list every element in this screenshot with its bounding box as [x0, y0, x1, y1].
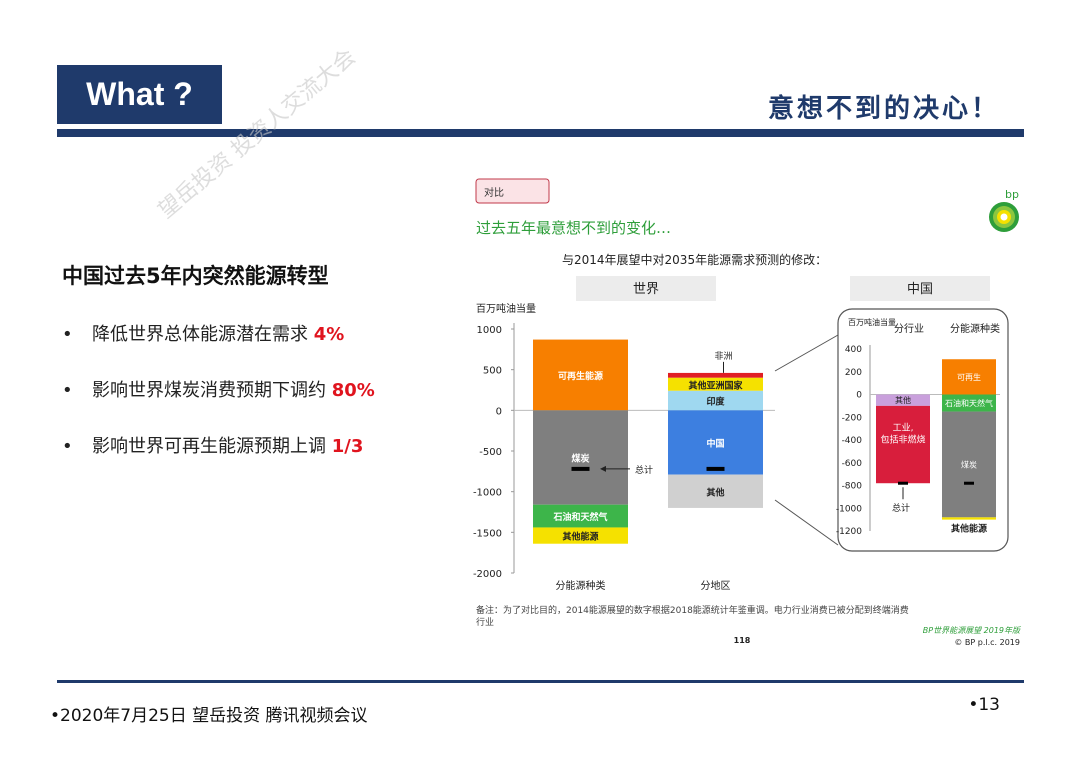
china-y-tick-label: -800: [842, 482, 863, 492]
china-bar-segment: [942, 359, 996, 395]
world-bar-segment: [668, 474, 763, 508]
china-bar-label: 其他: [895, 395, 911, 405]
world-bar-segment: [533, 410, 628, 505]
world-x-category-label: 分地区: [701, 579, 731, 592]
china-bar-label: 煤炭: [961, 459, 977, 469]
bp-text: bp: [1005, 188, 1019, 201]
slide-title: What ?: [86, 76, 193, 112]
china-bar-label: 石油和天然气: [945, 398, 993, 408]
world-bar-segment: [668, 372, 763, 378]
china-total-label: 总计: [892, 502, 910, 514]
panel-world-box: [576, 276, 716, 301]
slogan: 意想不到的决心！: [767, 94, 1000, 124]
world-bar-segment: [533, 504, 628, 528]
world-bar-segment: [668, 377, 763, 391]
world-bar-label: 其他能源: [562, 531, 598, 543]
world-bar-segment: [533, 339, 628, 411]
world-y-tick-label: 1000: [477, 325, 502, 336]
china-bar-segment: [942, 394, 996, 412]
figure-note-line1: 备注：为了对比目的，2014能源展望的数字根据2018能源统计年鉴重调。电力行业…: [476, 604, 909, 616]
page-number: •13: [968, 695, 1000, 715]
bp-figure: 对比 bp 过去五年最意想不到的变化… 与2014年展望中对2035年能源需求预…: [473, 178, 1022, 647]
bullet-1-text: 降低世界总体能源潜在需求: [92, 324, 314, 345]
china-y-tick-label: -1200: [836, 527, 862, 537]
china-bar-segment: [876, 405, 930, 484]
bullet-2-text: 影响世界煤炭消费预期下调约: [92, 380, 332, 401]
header-rule: [57, 129, 1024, 137]
panel-world-label: 世界: [633, 282, 659, 297]
bullet-2-highlight: 80%: [331, 380, 375, 401]
bullet-3-highlight: 1/3: [331, 436, 364, 457]
china-bar-segment: [942, 517, 996, 520]
china-bar-label: 可再生: [957, 372, 981, 382]
world-bar-label: 其他亚洲国家: [688, 379, 743, 391]
bullet-1-highlight: 4%: [313, 324, 345, 345]
china-chart: 百万吨油当量 400 200 0 -200 -400 -600 -800 -1000 -1200 分…: [774, 308, 1009, 552]
world-y-tick-label: 500: [483, 366, 502, 377]
world-bar-segment: [533, 527, 628, 544]
china-bar-label: 其他能源: [951, 523, 987, 535]
world-bar-label: 其他: [706, 486, 724, 498]
china-y-tick-label: 400: [845, 345, 862, 355]
panel-china-box: [850, 276, 990, 301]
world-chart: 百万吨油当量 1000 500 0 -500 -1000 -1500 -2000 分能源种类 分地…: [473, 302, 775, 592]
world-y-tick-label: -2000: [473, 569, 502, 580]
figure-source: BP世界能源展望 2019年版: [923, 626, 1022, 635]
figure-page: 118: [734, 636, 751, 645]
world-total-arrowhead: [600, 465, 606, 472]
world-bar-label: 非洲: [714, 350, 732, 362]
world-y-tick-label: 0: [496, 406, 502, 417]
world-bar-segment: [668, 410, 763, 475]
china-y-tick-label: 200: [845, 368, 862, 378]
world-y-axis-label: 百万吨油当量: [476, 302, 536, 315]
world-bar-label: 中国: [706, 437, 724, 449]
figure-copyright: © BP p.l.c. 2019: [954, 638, 1020, 647]
world-bar-label: 石油和天然气: [552, 511, 607, 523]
china-y-tick-label: -200: [842, 413, 863, 423]
china-bar-segment: [942, 411, 996, 518]
china-category-label: 分行业: [894, 322, 924, 335]
china-y-tick-label: -600: [842, 459, 863, 469]
china-bar-label: 工业,: [893, 423, 914, 434]
title-box: [57, 65, 222, 124]
figure-subtitle: 与2014年展望中对2035年能源需求预测的修改：: [562, 252, 827, 267]
zoom-line-top: [774, 334, 839, 372]
bullet-2: • 影响世界煤炭消费预期下调约 80%: [62, 380, 375, 401]
figure-headline: 过去五年最意想不到的变化…: [476, 219, 671, 237]
world-total-marker: [571, 466, 590, 471]
world-bar-label: 煤炭: [571, 453, 589, 465]
bullet-3-text: 影响世界可再生能源预期上调: [92, 436, 332, 457]
world-y-tick-label: -500: [479, 447, 502, 458]
tag-box: [475, 178, 550, 204]
world-x-category-label: 分能源种类: [556, 579, 606, 592]
bullet-1: • 降低世界总体能源潜在需求 4%: [62, 324, 345, 345]
zoom-line-bottom: [774, 499, 839, 546]
world-total-marker: [706, 466, 725, 471]
panel-china-label: 中国: [907, 282, 933, 297]
bp-logo-icon: [989, 202, 1019, 232]
world-bar-label: 可再生能源: [558, 370, 603, 382]
world-bar-segment: [668, 390, 763, 411]
bullet-3: • 影响世界可再生能源预期上调 1/3: [62, 436, 364, 457]
china-bar-label: 包括非燃烧: [880, 434, 925, 446]
china-y-tick-label: 0: [856, 391, 862, 401]
china-bar-segment: [876, 394, 930, 406]
china-total-marker: [964, 481, 974, 485]
main-heading: 中国过去5年内突然能源转型: [62, 264, 329, 288]
china-y-tick-label: -400: [842, 436, 863, 446]
figure-note-line2: 行业: [476, 616, 494, 628]
world-bar-label: 印度: [706, 396, 725, 408]
world-y-tick-label: -1000: [473, 488, 502, 499]
tag-label: 对比: [484, 186, 504, 199]
world-y-tick-label: -1500: [473, 528, 502, 539]
footer-date-text: •2020年7月25日 望岳投资 腾讯视频会议: [50, 706, 368, 726]
china-total-marker: [898, 481, 908, 485]
footer-rule: [57, 680, 1024, 683]
china-y-axis-label: 百万吨油当量: [848, 317, 896, 327]
world-total-label: 总计: [635, 464, 653, 476]
china-category-label: 分能源种类: [950, 322, 1000, 335]
china-y-tick-label: -1000: [836, 504, 862, 514]
